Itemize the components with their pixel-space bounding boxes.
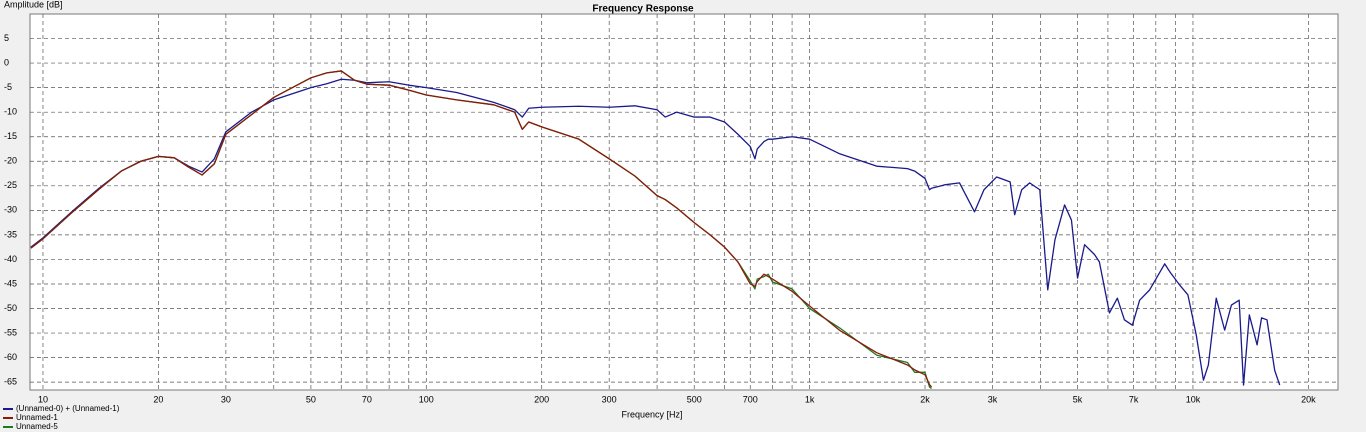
series-line [30, 78, 1281, 386]
y-tick-label: -30 [4, 205, 17, 215]
chart-title: Frequency Response [592, 4, 694, 15]
x-tick-label: 300 [602, 394, 617, 404]
y-tick-label: -10 [4, 107, 17, 117]
y-tick-label: -25 [4, 180, 17, 190]
x-tick-label: 7k [1129, 394, 1139, 404]
y-tick-label: -40 [4, 254, 17, 264]
y-tick-label: -45 [4, 278, 17, 288]
y-tick-label: 5 [4, 33, 9, 43]
y-tick-label: -60 [4, 352, 17, 362]
x-tick-label: 5k [1073, 394, 1083, 404]
x-tick-label: 2k [920, 394, 930, 404]
plot-area [29, 13, 1339, 391]
x-tick-label: 700 [743, 394, 758, 404]
y-tick-label: -55 [4, 327, 17, 337]
y-tick-label: -50 [4, 303, 17, 313]
x-tick-label: 10 [38, 394, 48, 404]
x-tick-label: 500 [687, 394, 702, 404]
x-tick-label: 10k [1186, 394, 1201, 404]
y-tick-label: -65 [4, 377, 17, 387]
x-tick-label: 30 [221, 394, 231, 404]
legend-label: Unnamed-5 [16, 422, 58, 431]
legend-label: (Unnamed-0) + (Unnamed-1) [16, 404, 120, 413]
legend-label: Unnamed-1 [16, 413, 58, 422]
y-tick-label: -35 [4, 229, 17, 239]
x-tick-label: 20 [153, 394, 163, 404]
y-tick-label: -5 [4, 82, 12, 92]
y-axis-label: Amplitude [dB] [4, 0, 63, 9]
x-tick-label: 1k [805, 394, 815, 404]
x-tick-label: 20k [1301, 394, 1316, 404]
series-line [30, 70, 933, 388]
y-tick-label: -15 [4, 131, 17, 141]
x-tick-label: 100 [419, 394, 434, 404]
x-tick-label: 50 [306, 394, 316, 404]
x-tick-label: 3k [988, 394, 998, 404]
y-tick-label: 0 [4, 57, 9, 67]
x-tick-label: 200 [534, 394, 549, 404]
x-tick-label: 70 [362, 394, 372, 404]
x-axis-label: Frequency [Hz] [621, 409, 682, 419]
y-tick-label: -20 [4, 156, 17, 166]
